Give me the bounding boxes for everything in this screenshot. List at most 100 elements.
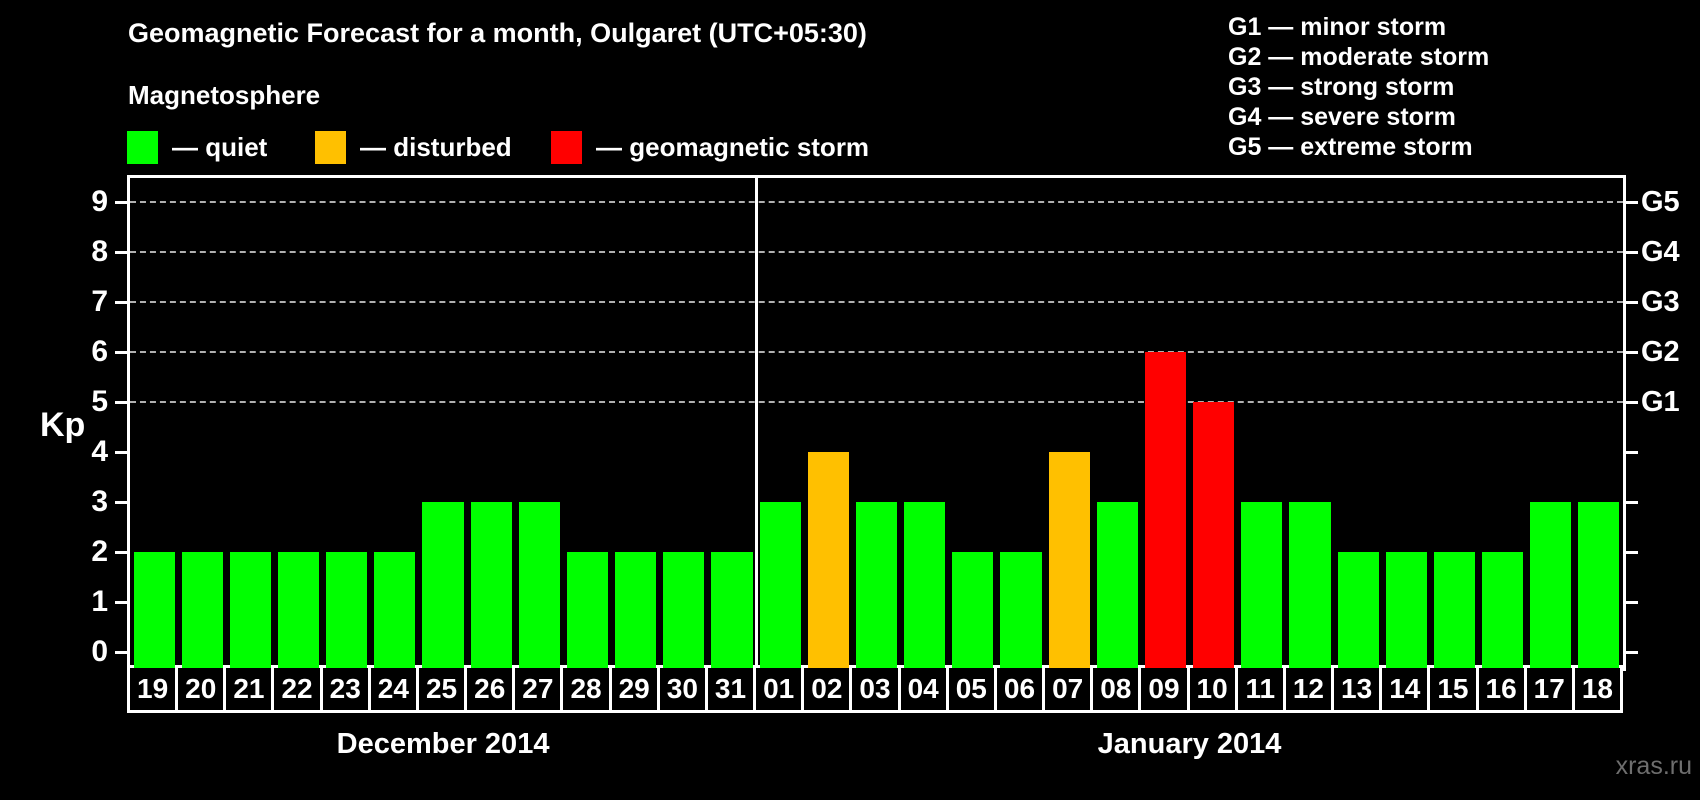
month-label-row: December 2014 January 2014 <box>0 728 1700 768</box>
y-axis-tick-label-6: 6 <box>91 335 108 368</box>
kp-bar-11 <box>1241 502 1283 668</box>
y-axis-tick-label-4: 4 <box>91 435 108 468</box>
day-cell-14: 14 <box>1379 665 1431 713</box>
day-cell-19: 19 <box>127 665 179 713</box>
legend-label-quiet: — quiet <box>172 132 268 162</box>
day-cell-10: 10 <box>1186 665 1238 713</box>
kp-bar-26 <box>470 502 512 668</box>
day-cell-07: 07 <box>1042 665 1094 713</box>
right-axis-tick-2 <box>1626 550 1638 554</box>
kp-bar-18 <box>1578 502 1620 668</box>
day-cell-02: 02 <box>801 665 853 713</box>
right-axis-tick-8 <box>1626 250 1638 254</box>
day-cell-12: 12 <box>1282 665 1335 713</box>
g-scale-label-g1: G1 <box>1641 386 1680 418</box>
left-axis-tick-4 <box>115 450 127 454</box>
day-cell-06: 06 <box>993 665 1046 713</box>
right-axis-tick-6 <box>1626 350 1638 354</box>
month-label-1: January 2014 <box>1097 728 1282 760</box>
kp-bar-31 <box>711 552 753 668</box>
kp-bar-20 <box>181 552 223 668</box>
day-cell-21: 21 <box>223 665 275 713</box>
kp-bar-21 <box>229 552 271 668</box>
day-cell-26: 26 <box>464 665 516 713</box>
day-cell-01: 01 <box>753 665 805 713</box>
kp-bar-24 <box>374 552 416 668</box>
day-cell-23: 23 <box>319 665 371 713</box>
day-cell-20: 20 <box>175 665 227 713</box>
kp-bar-27 <box>518 502 560 668</box>
disturbed-color-swatch <box>315 131 346 164</box>
left-axis-tick-9 <box>115 200 127 204</box>
day-cell-25: 25 <box>415 665 468 713</box>
kp-bar-14 <box>1385 552 1427 668</box>
day-cell-05: 05 <box>945 665 997 713</box>
kp-bar-05 <box>952 552 994 668</box>
kp-bar-23 <box>326 552 368 668</box>
day-axis-row: 19 20 21 22 23 24 25 26 27 28 29 30 31 01 02 03 04 05 06 07… <box>127 665 1626 713</box>
right-axis-tick-3 <box>1626 500 1638 504</box>
watermark: xras.ru <box>1615 752 1692 780</box>
plot-area: 0 1 2 3 4 5 6 7 8 9 G1 G2 G3 G4 G5 <box>91 175 1680 671</box>
kp-bar-29 <box>615 552 657 668</box>
kp-bar-15 <box>1433 552 1475 668</box>
kp-bar-30 <box>663 552 705 668</box>
storm-scale-legend-g4: G4 — severe storm <box>1228 103 1456 131</box>
day-cell-29: 29 <box>608 665 660 713</box>
left-axis-tick-8 <box>115 250 127 254</box>
day-cell-24: 24 <box>367 665 419 713</box>
left-axis-tick-2 <box>115 550 127 554</box>
y-axis-tick-label-9: 9 <box>91 185 108 218</box>
legend-item-quiet: — quiet <box>127 131 267 164</box>
day-cell-04: 04 <box>897 665 949 713</box>
legend-item-disturbed: — disturbed <box>315 131 512 164</box>
day-cell-15: 15 <box>1427 665 1479 713</box>
left-axis-tick-6 <box>115 350 127 354</box>
storm-scale-legend: G1 — minor storm G2 — moderate storm G3 … <box>1228 12 1489 162</box>
day-cell-16: 16 <box>1475 665 1527 713</box>
legend-label-disturbed: — disturbed <box>360 132 512 162</box>
gridline-kp7 <box>130 301 1623 303</box>
kp-bar-22 <box>277 552 320 668</box>
day-cell-31: 31 <box>704 665 757 713</box>
kp-bar-04 <box>904 502 946 668</box>
month-divider <box>754 178 758 668</box>
day-cell-28: 28 <box>560 665 612 713</box>
kp-bar-25 <box>422 502 464 668</box>
kp-bar-03 <box>855 502 898 668</box>
magnetosphere-heading: Magnetosphere <box>128 80 321 110</box>
left-axis-tick-0 <box>115 650 127 654</box>
kp-bar-02 <box>807 452 849 668</box>
storm-scale-legend-g5: G5 — extreme storm <box>1228 133 1473 161</box>
y-axis-tick-label-1: 1 <box>91 585 108 618</box>
day-cell-03: 03 <box>849 665 901 713</box>
day-cell-18: 18 <box>1571 665 1623 713</box>
kp-bar-16 <box>1482 552 1524 668</box>
storm-scale-legend-g1: G1 — minor storm <box>1228 13 1447 41</box>
kp-bar-07 <box>1048 452 1090 668</box>
quiet-color-swatch <box>127 131 158 164</box>
day-cell-17: 17 <box>1523 665 1575 713</box>
kp-bar-28 <box>566 552 609 668</box>
day-cell-22: 22 <box>271 665 323 713</box>
left-axis-tick-3 <box>115 500 127 504</box>
day-cell-09: 09 <box>1138 665 1190 713</box>
gridline-kp6 <box>130 351 1623 353</box>
day-cell-27: 27 <box>512 665 564 713</box>
right-axis-tick-7 <box>1626 300 1638 304</box>
y-axis-tick-label-7: 7 <box>91 285 108 318</box>
storm-color-swatch <box>551 131 582 164</box>
g-scale-label-g4: G4 <box>1641 236 1680 268</box>
storm-scale-legend-g3: G3 — strong storm <box>1228 73 1455 101</box>
right-axis-tick-1 <box>1626 600 1638 604</box>
chart-title: Geomagnetic Forecast for a month, Oulgar… <box>128 18 867 48</box>
day-cell-08: 08 <box>1090 665 1142 713</box>
month-label-0: December 2014 <box>336 728 550 760</box>
kp-bar-12 <box>1289 502 1331 668</box>
left-axis-tick-7 <box>115 300 127 304</box>
y-axis-tick-label-5: 5 <box>91 385 108 418</box>
kp-bar-01 <box>759 502 801 668</box>
g-scale-label-g5: G5 <box>1641 186 1680 218</box>
y-axis-label: Kp <box>40 406 86 444</box>
